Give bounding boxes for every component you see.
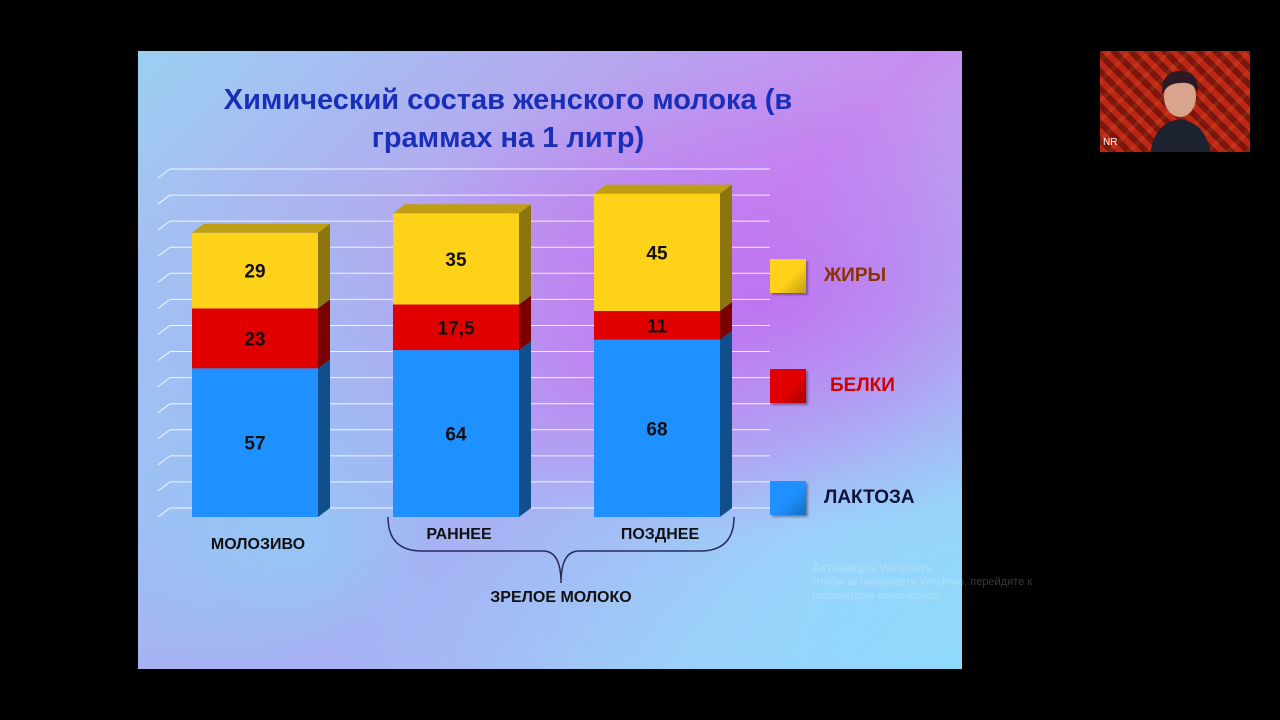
gridline-depth (157, 455, 171, 466)
gridline-depth (157, 481, 171, 492)
bar-side-lactose (519, 341, 531, 517)
bar-segment-lactose (192, 368, 318, 517)
legend-swatch-lactose (770, 481, 806, 515)
bar-segment-fats (192, 232, 318, 309)
group-label: ЗРЕЛОЕ МОЛОКО (490, 589, 631, 606)
bar-top-fats (594, 184, 732, 194)
bar-top-fats (393, 204, 531, 214)
windows-activation-watermark: Активация Windows Чтобы активировать Win… (812, 560, 1072, 603)
data-label-lactose: 64 (445, 425, 467, 446)
legend-label-lactose: ЛАКТОЗА (824, 487, 915, 508)
legend-item-proteins: БЕЛКИ (770, 369, 895, 403)
bar-side-fats (720, 184, 732, 311)
gridline-depth (157, 325, 171, 335)
data-label-lactose: 68 (646, 419, 667, 440)
data-label-proteins: 11 (647, 316, 668, 337)
data-label-fats: 35 (445, 250, 467, 271)
slide-title: Химический состав женского молока (в гра… (223, 84, 793, 154)
bar-segment-lactose (393, 350, 519, 517)
legend-swatch-proteins (770, 369, 806, 403)
bar-side-fats (519, 204, 531, 305)
data-label-proteins: 17,5 (438, 318, 475, 339)
bar-segment-lactose (594, 339, 720, 517)
webcam-video-tile[interactable]: NR (1100, 51, 1250, 152)
legend-swatch-fats (770, 259, 806, 293)
legend-item-lactose: ЛАКТОЗА (770, 481, 915, 515)
bar-side-fats (318, 223, 330, 309)
legend-item-fats: ЖИРЫ (770, 259, 886, 293)
gridline-depth (157, 298, 171, 309)
gridline-depth (157, 403, 171, 414)
gridline-depth (157, 377, 171, 388)
data-label-fats: 29 (244, 262, 265, 283)
bar-side-lactose (720, 330, 732, 517)
activation-text: Чтобы активировать Windows, перейдите к … (812, 576, 1033, 602)
bar-side-proteins (318, 299, 330, 369)
gridline-depth (157, 220, 171, 231)
gridline-depth (157, 351, 171, 361)
category-label: МОЛОЗИВО (211, 536, 305, 553)
bar-segment-fats (594, 193, 720, 311)
stacked-bar-chart: 57 23 29 МОЛОЗИВО 64 17,5 35 РАННЕЕ 68 11 45 ПОЗДНЕ… (157, 168, 770, 606)
gridline-depth (157, 194, 171, 205)
bar-top-fats (192, 223, 330, 233)
category-label: РАННЕЕ (426, 526, 492, 543)
bar-side-lactose (318, 359, 330, 517)
data-label-lactose: 57 (244, 434, 265, 455)
gridline-depth (157, 507, 171, 518)
gridline-depth (157, 429, 171, 440)
bar-segment-proteins (393, 304, 519, 351)
bar-segment-proteins (594, 310, 720, 340)
bar-segment-proteins (192, 308, 318, 369)
gridline-depth (157, 272, 171, 283)
activation-title: Активация Windows (812, 560, 932, 575)
data-label-fats: 45 (646, 243, 668, 264)
bar-side-proteins (519, 295, 531, 351)
gridline-depth (157, 168, 171, 179)
bar-side-proteins (720, 301, 732, 340)
participant-initials: NR (1103, 137, 1118, 148)
gridline-depth (157, 246, 171, 257)
group-brace (387, 516, 735, 584)
legend-label-proteins: БЕЛКИ (830, 375, 895, 396)
participant-video-image (1150, 71, 1211, 152)
bar-segment-fats (393, 213, 519, 305)
legend-label-fats: ЖИРЫ (824, 265, 887, 286)
presentation-slide: Химический состав женского молока (в гра… (138, 51, 962, 669)
data-label-proteins: 23 (244, 329, 265, 350)
category-label: ПОЗДНЕЕ (621, 526, 700, 543)
